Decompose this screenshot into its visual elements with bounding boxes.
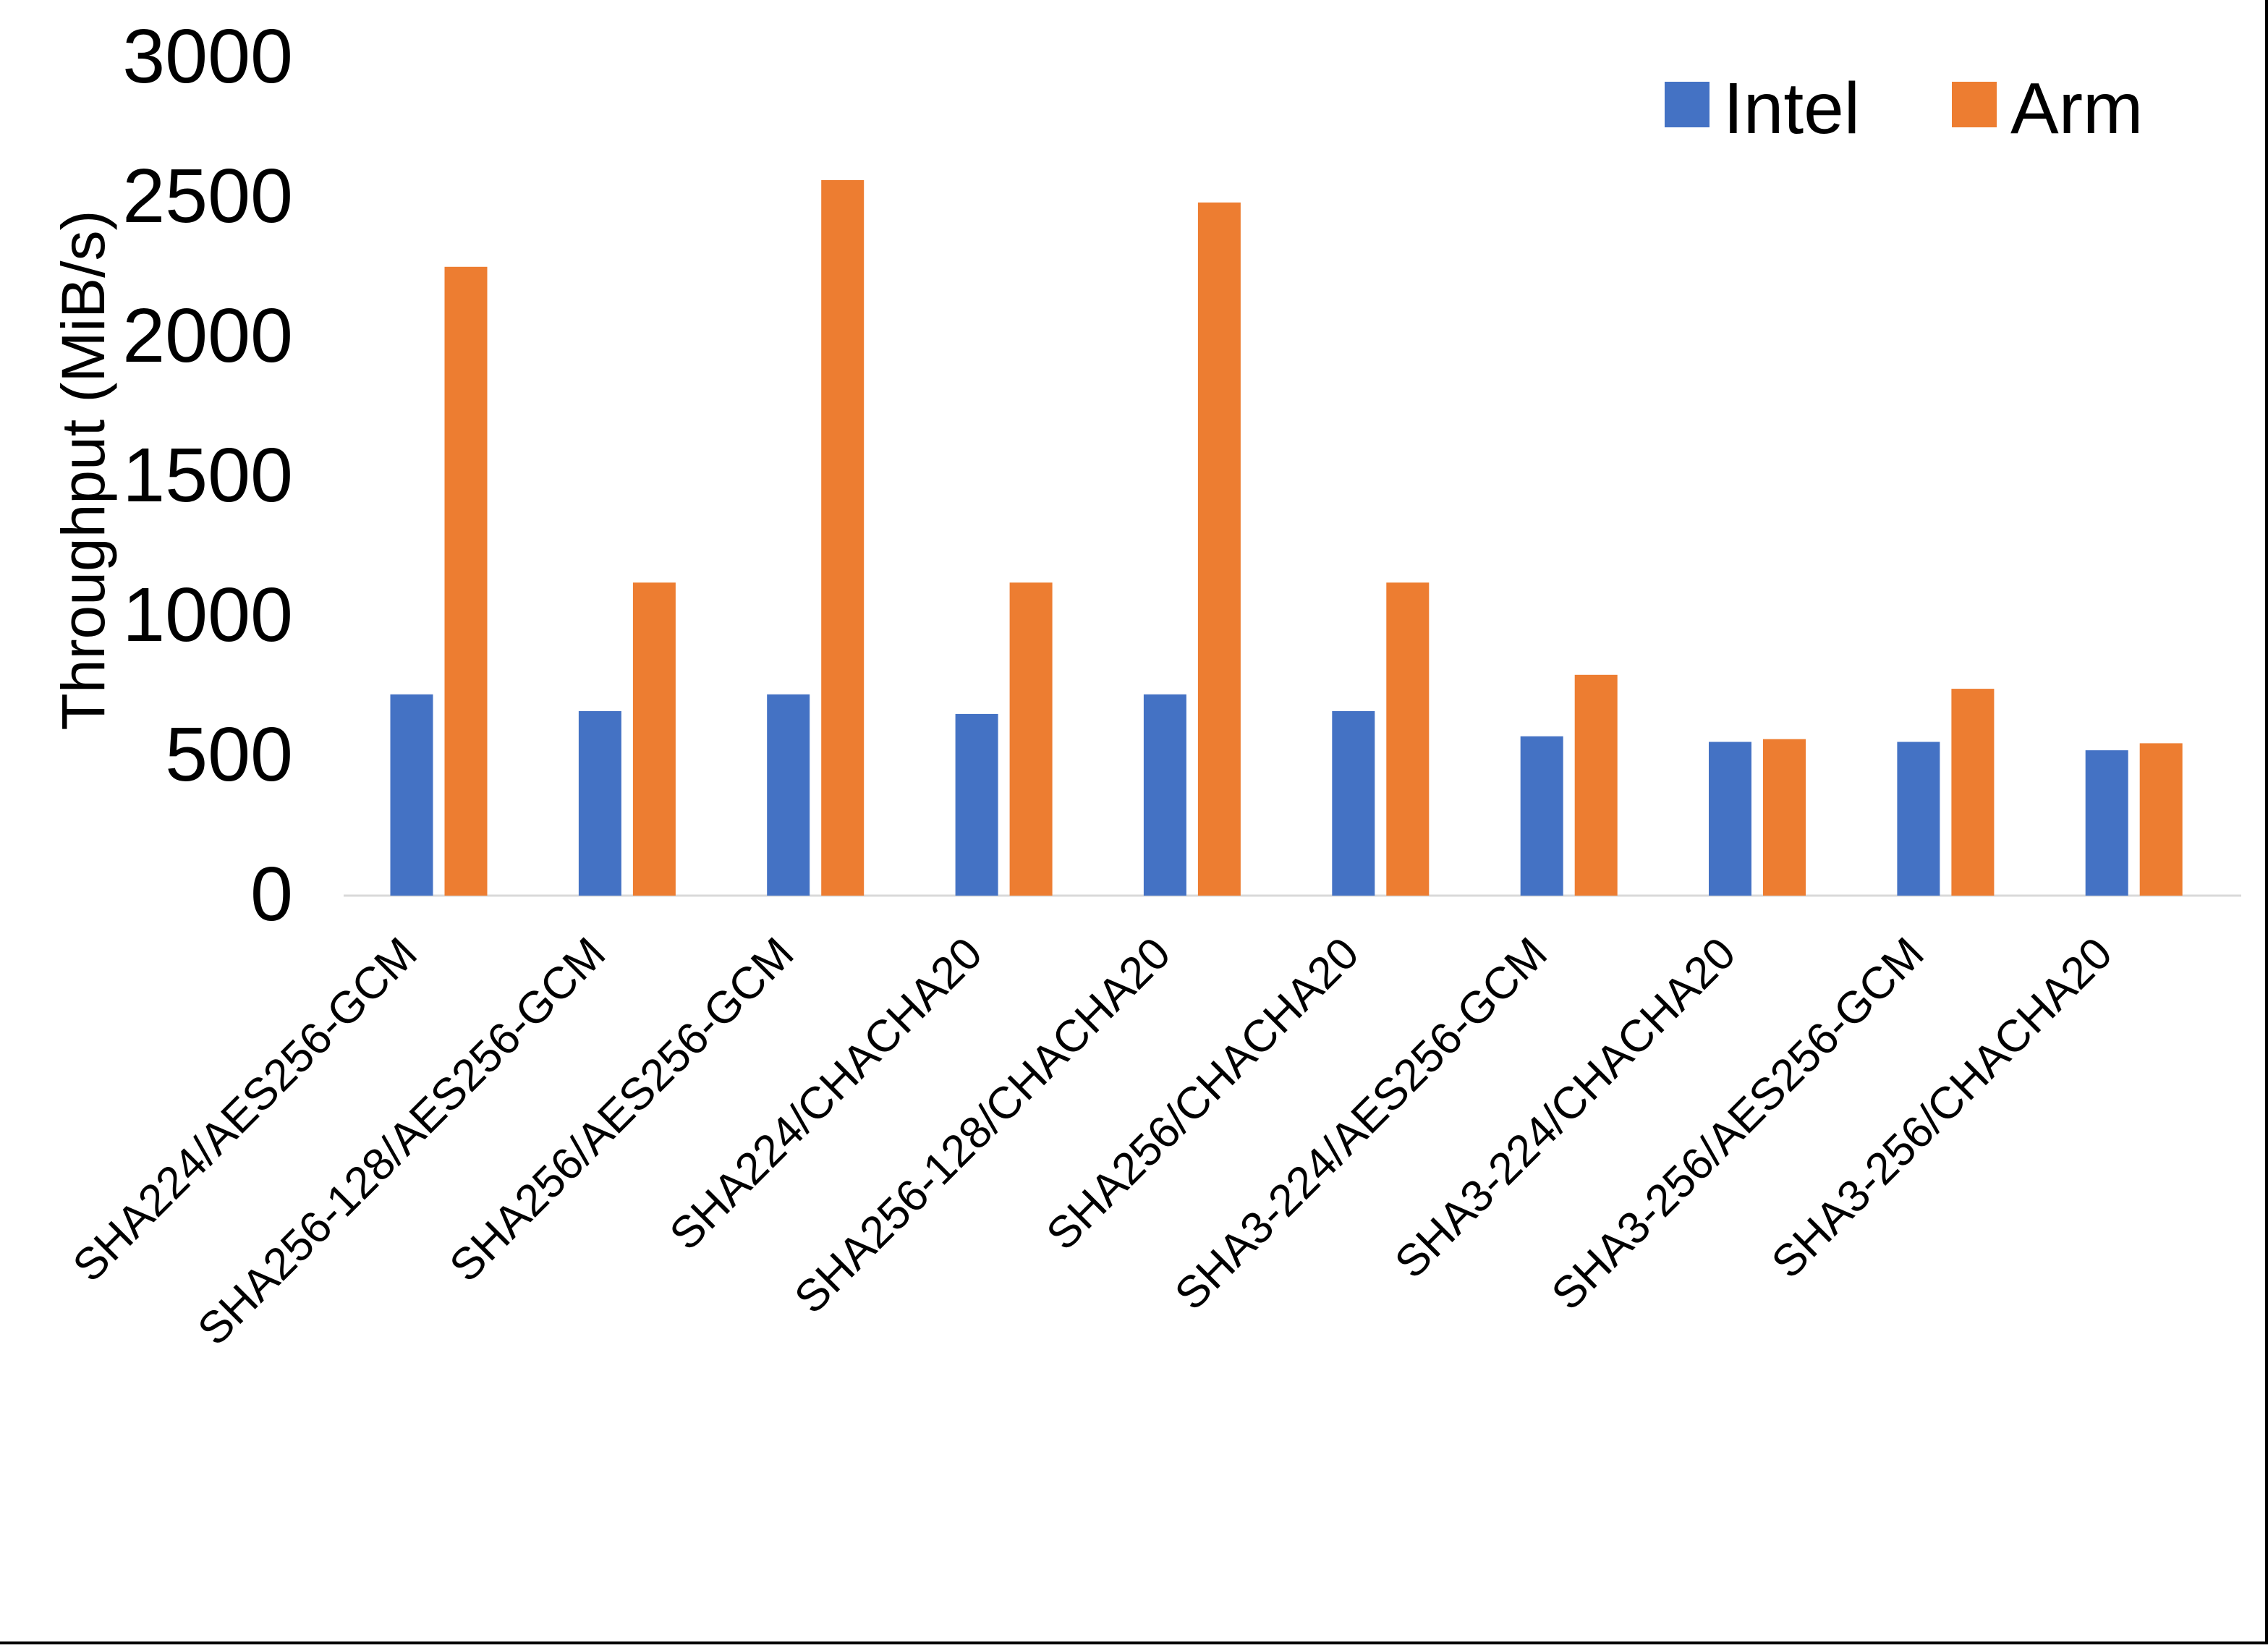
- svg-text:SHA3-224/CHACHA20: SHA3-224/CHACHA20: [1385, 928, 1745, 1288]
- svg-text:1500: 1500: [122, 433, 293, 518]
- svg-text:SHA256/AES256-GCM: SHA256/AES256-GCM: [441, 928, 804, 1291]
- svg-text:2000: 2000: [122, 293, 293, 378]
- svg-text:500: 500: [165, 712, 293, 797]
- svg-text:0: 0: [250, 851, 293, 937]
- svg-text:SHA224/AES256-GCM: SHA224/AES256-GCM: [64, 928, 427, 1291]
- svg-text:SHA3-256/AES256-GCM: SHA3-256/AES256-GCM: [1542, 928, 1934, 1320]
- svg-text:Throughput (MiB/s): Throughput (MiB/s): [49, 211, 117, 731]
- svg-text:3000: 3000: [122, 14, 293, 99]
- svg-text:Arm: Arm: [2010, 68, 2143, 149]
- svg-text:SHA3-256/CHACHA20: SHA3-256/CHACHA20: [1762, 928, 2122, 1288]
- svg-text:2500: 2500: [122, 153, 293, 239]
- svg-text:SHA256-128/CHACHA20: SHA256-128/CHACHA20: [785, 928, 1180, 1323]
- svg-text:SHA224/CHACHA20: SHA224/CHACHA20: [661, 928, 992, 1260]
- svg-text:SHA256-128/AES256-GCM: SHA256-128/AES256-GCM: [189, 928, 616, 1355]
- svg-text:Intel: Intel: [1723, 68, 1860, 149]
- svg-text:1000: 1000: [122, 572, 293, 658]
- svg-text:SHA3-224/AES256-GCM: SHA3-224/AES256-GCM: [1165, 928, 1557, 1320]
- svg-text:SHA256/CHACHA20: SHA256/CHACHA20: [1037, 928, 1369, 1260]
